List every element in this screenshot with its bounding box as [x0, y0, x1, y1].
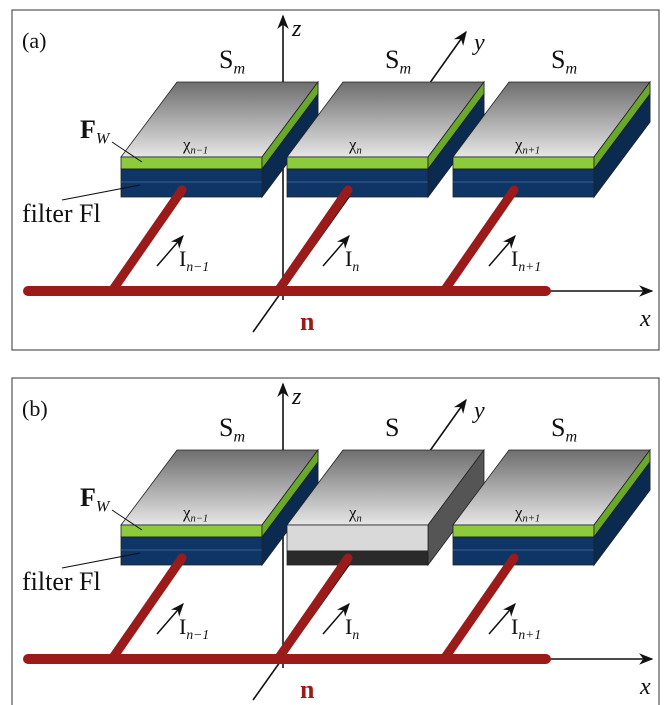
chi-label-sub: n+1 — [523, 146, 541, 157]
cell-name: Sm — [219, 45, 245, 78]
current-label-sub: n+1 — [518, 627, 541, 642]
current-label-base: I — [179, 614, 186, 639]
cell-name: Sm — [551, 413, 577, 446]
node-label: n — [300, 307, 315, 336]
wire-leg — [278, 558, 348, 659]
wire-leg — [444, 558, 514, 659]
cell-name-sub: m — [399, 61, 411, 78]
fw-label-sub: W — [96, 131, 111, 148]
cell-name-base: S — [219, 45, 233, 74]
x-label: x — [639, 674, 651, 700]
slab-base — [287, 551, 428, 565]
fw-label-base: F — [80, 483, 96, 512]
current-label: In+1 — [511, 246, 541, 274]
cell-name-base: S — [385, 45, 399, 74]
filter-label: filter Fl — [22, 199, 101, 228]
cell-name-sub: m — [565, 61, 577, 78]
filter-window — [453, 157, 594, 169]
filter-window — [121, 525, 262, 537]
cell-name: Sm — [219, 413, 245, 446]
chi-label-sub: n — [357, 514, 362, 525]
fw-label-base: F — [80, 115, 96, 144]
y-label: y — [472, 30, 485, 56]
chi-label-sub: n — [357, 146, 362, 157]
current-label: In−1 — [179, 614, 209, 642]
fw-label: FW — [80, 483, 111, 516]
wire-leg — [444, 190, 514, 291]
z-label: z — [291, 384, 302, 410]
wire-leg — [112, 190, 182, 291]
diagram: (a)zyxSmχn−1In−1SmχnInSmχn+1In+1nFWfilte… — [0, 0, 671, 705]
fw-label-sub: W — [96, 499, 111, 516]
current-label-sub: n — [352, 627, 359, 642]
filter-label: filter Fl — [22, 567, 101, 596]
cell-name-base: S — [219, 413, 233, 442]
filter-layer — [453, 169, 594, 197]
filter-window — [121, 157, 262, 169]
cell-name-sub: m — [233, 429, 245, 446]
z-label: z — [291, 16, 302, 42]
cell-name-base: S — [551, 45, 565, 74]
filter-window — [453, 525, 594, 537]
current-label-sub: n−1 — [186, 259, 209, 274]
cell-name-base: S — [385, 413, 399, 442]
filter-layer — [287, 169, 428, 197]
current-label: In — [345, 246, 359, 274]
current-label-base: I — [345, 246, 352, 271]
current-label: In — [345, 614, 359, 642]
panel-label: (b) — [22, 396, 48, 421]
filter-window — [287, 157, 428, 169]
current-label-sub: n−1 — [186, 627, 209, 642]
cell-name: Sm — [385, 45, 411, 78]
filter-layer — [453, 537, 594, 565]
current-label-base: I — [179, 246, 186, 271]
wire-leg — [278, 190, 348, 291]
x-label: x — [639, 306, 651, 332]
cell-name: Sm — [551, 45, 577, 78]
current-label-base: I — [345, 614, 352, 639]
current-label-base: I — [511, 246, 518, 271]
chi-label-sub: n−1 — [191, 514, 209, 525]
current-label-sub: n — [352, 259, 359, 274]
chi-label-sub: n+1 — [523, 514, 541, 525]
current-label-base: I — [511, 614, 518, 639]
cell-name: S — [385, 413, 399, 442]
wire-leg — [112, 558, 182, 659]
cell-name-sub: m — [233, 61, 245, 78]
chi-label-sub: n−1 — [191, 146, 209, 157]
cell-name-base: S — [551, 413, 565, 442]
current-label: In−1 — [179, 246, 209, 274]
panel-label: (a) — [22, 28, 46, 53]
filter-layer — [121, 537, 262, 565]
cell-name-sub: m — [565, 429, 577, 446]
y-label: y — [472, 398, 485, 424]
node-label: n — [300, 675, 315, 704]
filter-layer — [121, 169, 262, 197]
fw-label: FW — [80, 115, 111, 148]
slab-front — [287, 525, 428, 551]
current-label: In+1 — [511, 614, 541, 642]
current-label-sub: n+1 — [518, 259, 541, 274]
